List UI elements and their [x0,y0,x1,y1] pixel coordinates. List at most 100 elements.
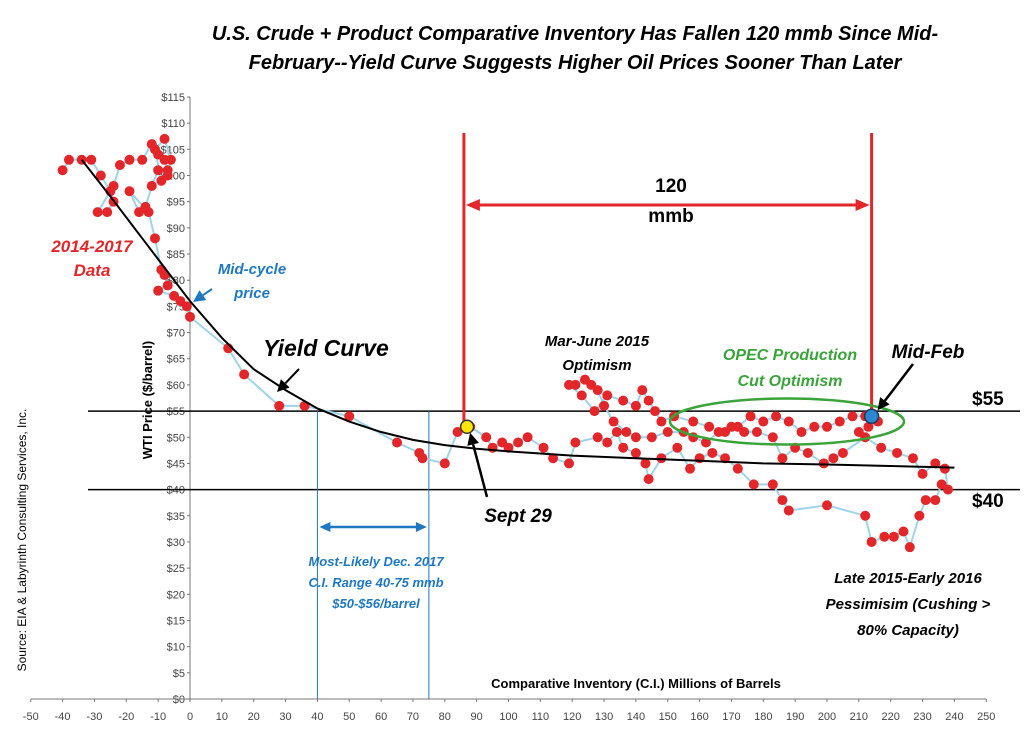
data-point [704,421,715,432]
data-point [939,463,950,474]
y-tick-label: $20 [167,589,185,601]
x-tick-label: 190 [786,711,804,723]
x-tick-label: 240 [945,711,963,723]
y-tick-label: $110 [161,118,185,130]
x-tick-label: 220 [882,711,900,723]
x-tick-label: 100 [499,711,517,723]
data-point [92,207,103,218]
data-point [876,442,887,453]
data-point [149,144,160,155]
data-point [95,170,106,181]
data-point [602,437,613,448]
data-point [650,406,661,417]
data-point [853,427,864,438]
pessimism-label-line2: Pessimisim (Cushing > [826,596,991,613]
y-tick-label: $60 [167,380,185,392]
data-point [930,495,941,506]
data-point [822,421,832,432]
data-point [124,186,135,197]
data-point [153,285,164,296]
data-point [888,531,899,542]
data-range-label-line1: 2014-2017 [50,237,134,256]
ref-label-40: $40 [972,491,1004,512]
mar-june-label-line2: Optimism [562,357,631,374]
data-point [656,453,667,464]
y-tick-label: $55 [167,406,185,418]
data-point [513,437,524,448]
data-path [61,136,950,551]
data-point [124,154,135,165]
y-axis-label: WTI Price ($/barrel) [140,341,155,459]
data-point [907,453,918,464]
data-point [783,505,794,516]
data-point [720,427,731,438]
data-point [538,442,549,453]
data-point [892,447,903,458]
x-tick-label: 110 [532,711,550,723]
bracket-value: 120 [655,176,687,197]
source-note: Source: EIA & Labyrinth Consulting Servi… [15,409,29,672]
data-point [943,484,954,495]
y-tick-label: $105 [161,144,185,156]
midcycle-arrow-line [202,288,213,297]
y-tick-label: $15 [167,615,185,627]
vertical-markers [316,133,874,699]
data-point [828,453,839,464]
x-tick-label: 80 [439,711,451,723]
x-tick-label: 0 [187,711,193,723]
x-tick-label: 200 [818,711,836,723]
mar-june-label-line1: Mar-June 2015 [545,333,650,350]
data-point [185,311,195,322]
data-point [564,379,575,390]
y-tick-label: $50 [167,432,185,444]
x-tick-label: 170 [722,711,740,723]
bracket-unit: mmb [648,206,693,227]
data-point [153,165,164,176]
x-tick-label: -40 [55,711,71,723]
data-point [732,421,743,432]
data-point [63,154,74,165]
x-tick-label: 230 [913,711,931,723]
data-point [630,400,641,411]
y-tick-label: $40 [167,485,185,497]
x-tick-label: 50 [343,711,355,723]
data-point [181,301,192,312]
data-point [149,233,160,244]
x-tick-label: 160 [690,711,708,723]
x-tick-label: 20 [248,711,260,723]
data-point [165,154,176,165]
data-point [439,458,450,469]
data-point [159,133,170,144]
data-point [685,463,696,474]
data-point [662,427,673,438]
x-tick-label: 70 [407,711,419,723]
y-tick-label: $25 [167,563,185,575]
annotation-arrows [193,288,914,498]
data-point [802,447,813,458]
data-point [621,427,632,438]
x-tick-label: -50 [23,711,39,723]
data-point [143,207,154,218]
y-tick-label: $5 [173,668,185,680]
data-point [917,468,928,479]
x-tick-label: 210 [850,711,868,723]
data-point [767,479,778,490]
data-point [570,437,581,448]
yield-curve-arrow-line [284,368,300,385]
range-arrowhead-right [415,522,427,532]
data-point [392,437,403,448]
data-point [863,421,874,432]
data-point [748,479,759,490]
pessimism-label-line1: Late 2015-Early 2016 [834,570,982,587]
data-point [643,395,654,406]
x-tick-label: 30 [279,711,291,723]
bracket-arrowhead-right [855,199,870,211]
sept29-arrow-line [471,444,489,498]
chart-title-line1: U.S. Crude + Product Comparative Invento… [212,23,939,45]
data-point [646,432,657,443]
data-point [732,463,743,474]
x-axis-label: Comparative Inventory (C.I.) Millions of… [491,676,781,691]
data-point [162,280,173,291]
y-tick-label: $70 [167,328,185,340]
data-point [930,458,941,469]
